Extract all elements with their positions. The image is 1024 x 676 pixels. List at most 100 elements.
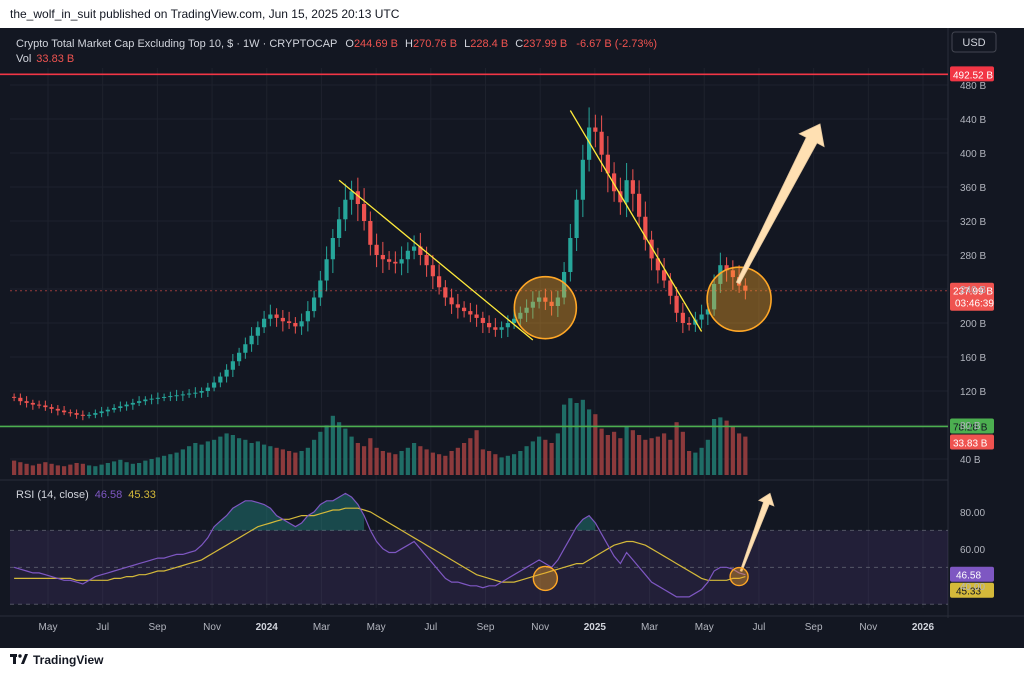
candle-body (587, 127, 592, 160)
legend-c-label: C (515, 38, 523, 50)
rsi-legend-value: 46.58 (95, 489, 123, 501)
candle-body (30, 402, 35, 405)
volume-bar (393, 454, 398, 475)
volume-bar (530, 441, 535, 475)
candle-body (249, 335, 254, 345)
volume-bar (337, 422, 342, 475)
volume-bar (624, 427, 629, 475)
candle-body (43, 405, 48, 408)
candle-body (574, 199, 579, 238)
candle (237, 347, 242, 366)
candle (112, 404, 117, 413)
candle-body (274, 314, 279, 318)
rsi-value-tag (950, 566, 994, 582)
candle (24, 396, 29, 408)
volume-bar (287, 451, 292, 475)
candle (37, 400, 42, 409)
candle (712, 274, 717, 316)
volume-bar (680, 431, 685, 475)
candle (312, 290, 317, 318)
volume-bar (230, 435, 235, 475)
legend-vol-label: Vol (16, 53, 31, 65)
volume-bar (343, 428, 348, 475)
resistance-tag (950, 66, 994, 82)
currency-button[interactable]: USD (951, 31, 997, 53)
candle (449, 288, 454, 314)
candle-body (468, 311, 473, 315)
volume-bar (262, 444, 267, 475)
rsi-highlight-circle-1 (532, 565, 559, 592)
candle-body (718, 265, 723, 284)
volume-bar (462, 443, 467, 475)
candle (80, 410, 85, 421)
target-arrow (735, 123, 825, 285)
volume-bar (99, 464, 104, 475)
volume-bar (43, 462, 48, 475)
candle (243, 337, 248, 359)
candle-body (137, 401, 142, 403)
chart-area[interactable]: 492.52 B 78.28 B 33.83 B 237.99 B 03:46:39 4… (0, 28, 1024, 648)
volume-bar (62, 466, 67, 475)
volume-bar (518, 451, 523, 475)
candle-body (87, 414, 92, 416)
candle-body (662, 270, 667, 281)
candle-body (205, 387, 210, 391)
candle-body (124, 404, 129, 407)
currency-label[interactable]: USD (962, 37, 985, 49)
volume-bar (599, 428, 604, 475)
candle (293, 317, 298, 334)
candle-body (418, 246, 423, 255)
candle-body (380, 255, 385, 260)
candle (355, 177, 360, 222)
candle (580, 144, 585, 218)
rsi-ma-value-tag (950, 582, 994, 598)
candle-body (530, 301, 535, 308)
volume-bar (87, 465, 92, 475)
candle-body (62, 410, 67, 413)
volume-bar (243, 439, 248, 475)
candle-body (593, 127, 598, 132)
candle-body (443, 287, 448, 298)
candle (487, 315, 492, 334)
volume-bar (143, 460, 148, 475)
candle (687, 317, 692, 331)
candle-body (630, 180, 635, 194)
rsi-ma-value-label: 45.33 (956, 587, 981, 598)
volume-bar (543, 439, 548, 475)
candle (549, 291, 554, 316)
candle (374, 233, 379, 268)
candle-body (730, 270, 735, 278)
tradingview-brand[interactable]: TradingView (10, 653, 103, 667)
candle-body (649, 239, 654, 259)
candle (49, 404, 54, 414)
candle-body (680, 312, 685, 323)
volume-bar (37, 463, 42, 475)
candle (680, 302, 685, 334)
candle-body (143, 399, 148, 402)
volume-bar (187, 446, 192, 475)
axes: 40 B 80 B 120 B 160 B 200 B 240 B 280 B 320 B 36… (39, 81, 987, 633)
volume-bar (524, 446, 529, 475)
volume-bar (487, 451, 492, 475)
candle (87, 412, 92, 419)
candle-body (343, 199, 348, 220)
candle-body (355, 191, 360, 204)
price-tick-label: 400 B (960, 149, 986, 160)
volume-bar (662, 433, 667, 475)
candle-body (18, 397, 23, 402)
time-tick-label: Nov (531, 622, 549, 633)
candle-body (618, 191, 623, 203)
candle-body (49, 407, 54, 409)
trendline-1 (338, 179, 534, 341)
candle-body (112, 408, 117, 410)
candle (474, 304, 479, 327)
volume-bar (193, 443, 198, 475)
candle-body (555, 297, 560, 306)
candle (418, 232, 423, 266)
candle-body (412, 246, 417, 251)
volume-bar (637, 435, 642, 475)
volume-bar (299, 451, 304, 475)
volume-bar (149, 459, 154, 475)
volume-bar (493, 454, 498, 475)
